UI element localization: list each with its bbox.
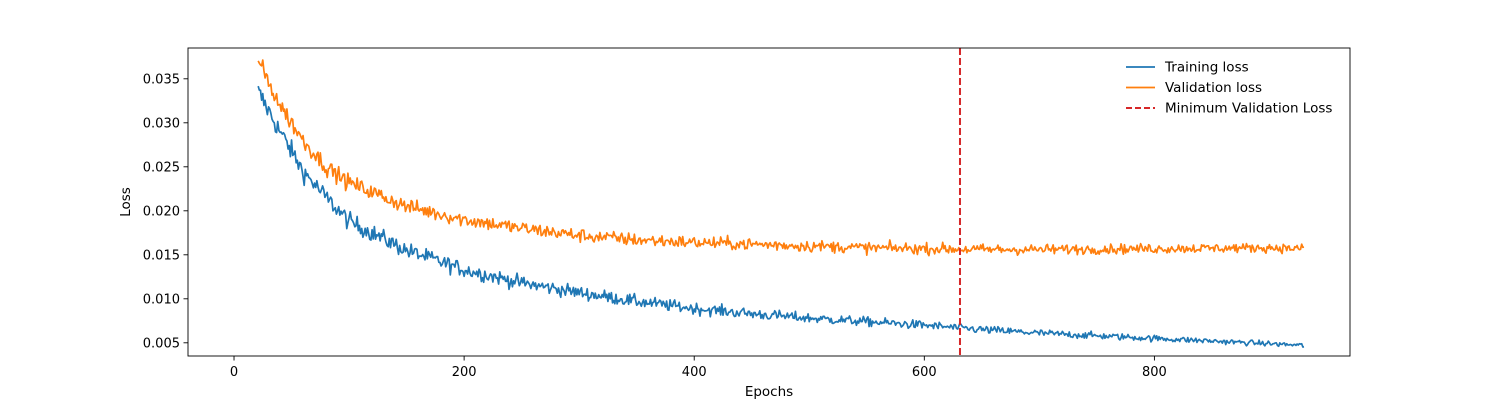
y-tick-label: 0.025 [143, 160, 180, 175]
legend: Training loss Validation loss Minimum Vali… [1126, 60, 1332, 117]
legend-label-training-loss: Training loss [1164, 60, 1249, 76]
axes: 0 200 400 600 800 0.005 0.010 0.015 0.020 0.025 0.… [143, 47, 1351, 380]
legend-label-validation-loss: Validation loss [1165, 80, 1262, 96]
plot-content [257, 48, 1305, 356]
x-tick-label: 600 [912, 365, 937, 380]
x-axis-label: Epochs [745, 384, 793, 400]
x-tick-label: 200 [452, 365, 477, 380]
y-tick-label: 0.030 [143, 116, 180, 131]
x-tick-label: 400 [682, 365, 707, 380]
training-loss-line [257, 85, 1305, 348]
x-tick-label: 0 [230, 365, 238, 380]
y-tick-label: 0.005 [143, 336, 180, 351]
validation-loss-line [257, 59, 1305, 257]
plot-frame [187, 47, 1351, 357]
legend-label-minimum-validation-loss: Minimum Validation Loss [1165, 101, 1332, 117]
y-tick-label: 0.010 [143, 292, 180, 307]
y-tick-label: 0.015 [143, 248, 180, 263]
y-tick-label: 0.020 [143, 204, 180, 219]
y-axis-label: Loss [118, 187, 134, 217]
x-tick-label: 800 [1142, 365, 1167, 380]
y-tick-label: 0.035 [143, 72, 180, 87]
